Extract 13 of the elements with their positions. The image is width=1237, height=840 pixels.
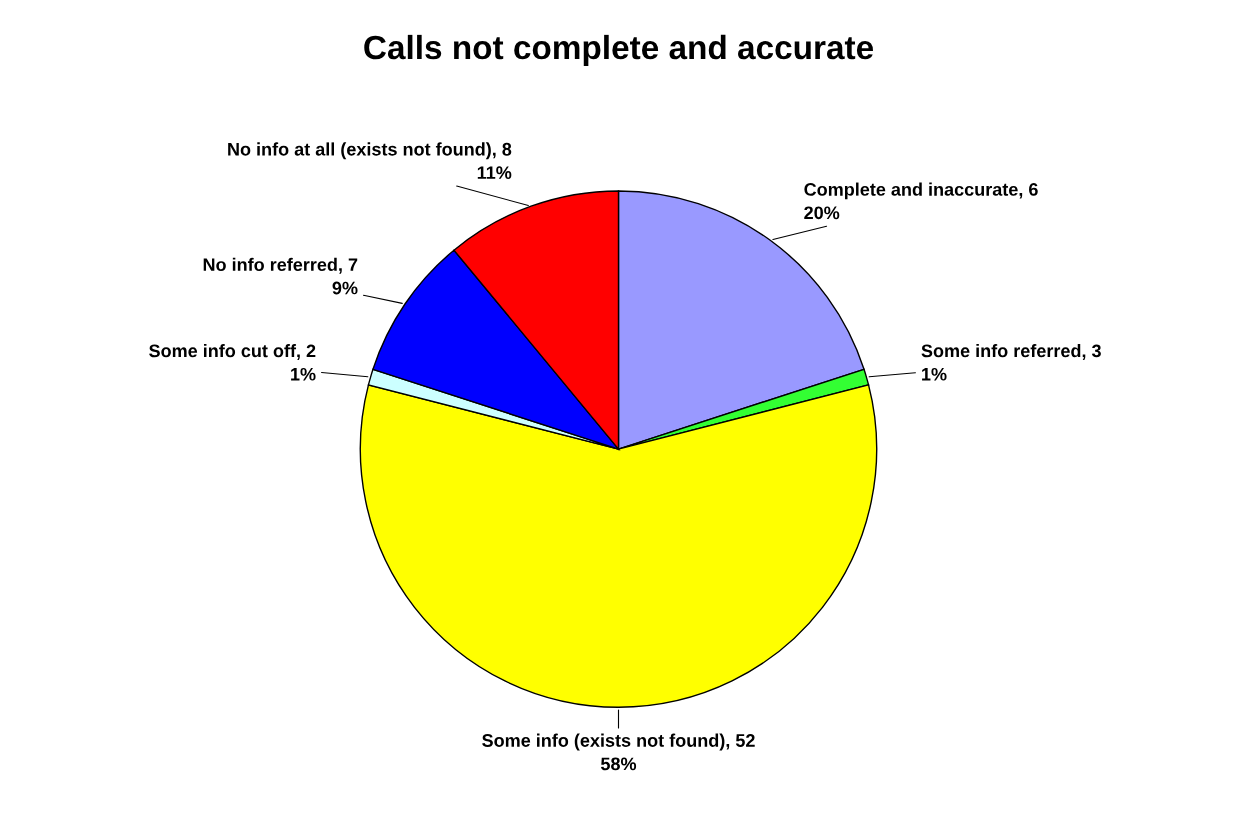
slice-label: Some info referred, 3 [921, 344, 1101, 360]
slice-label: No info at all (exists not found), 8 [228, 142, 512, 160]
slice-label: Some info cut off, 2 [149, 344, 316, 360]
data-label: 20% [804, 206, 840, 220]
data-label: 1% [922, 367, 947, 381]
data-label: 1% [291, 367, 316, 381]
data-label: 9% [332, 281, 358, 295]
slice-label: Some info (exists not found), 52 [482, 733, 755, 751]
data-label: 58% [600, 757, 637, 771]
slice-label: Complete and inaccurate, 6 [804, 182, 1038, 200]
slice-label: No info referred, 7 [203, 257, 358, 274]
data-label: 11% [477, 166, 512, 179]
chart-title: Calls not complete and accurate [364, 34, 874, 66]
